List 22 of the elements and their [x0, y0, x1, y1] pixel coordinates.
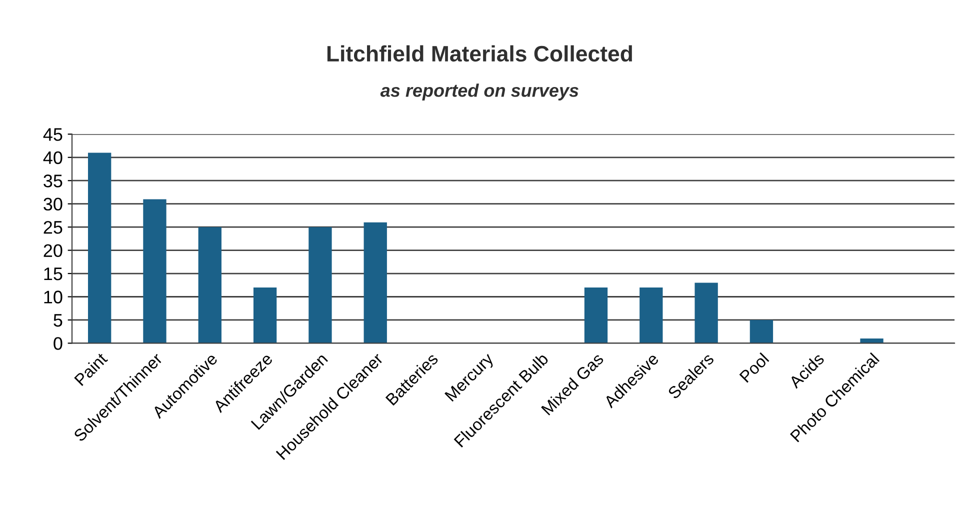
bar — [308, 227, 332, 344]
y-tick-label: 45 — [43, 128, 62, 141]
y-tick-label: 40 — [43, 151, 62, 164]
y-tick-label: 20 — [44, 244, 62, 258]
bar — [88, 152, 112, 344]
bar — [364, 222, 387, 344]
chart-subtitle: as reported on surveys — [380, 84, 578, 100]
y-tick-label: 0 — [54, 337, 62, 350]
bar — [584, 287, 608, 344]
y-tick-label: 30 — [44, 198, 62, 211]
chart-title: Litchfield Materials Collected — [327, 45, 632, 62]
y-tick-label: 25 — [44, 221, 62, 234]
bar — [198, 227, 222, 344]
bar — [640, 287, 663, 344]
y-tick-label: 10 — [44, 290, 62, 304]
bar — [694, 282, 718, 344]
y-tick-label: 15 — [44, 268, 62, 280]
bar — [143, 199, 166, 344]
y-tick-label: 35 — [44, 174, 62, 188]
y-tick-label: 5 — [54, 314, 62, 327]
bar — [750, 320, 774, 344]
bar — [253, 287, 277, 344]
